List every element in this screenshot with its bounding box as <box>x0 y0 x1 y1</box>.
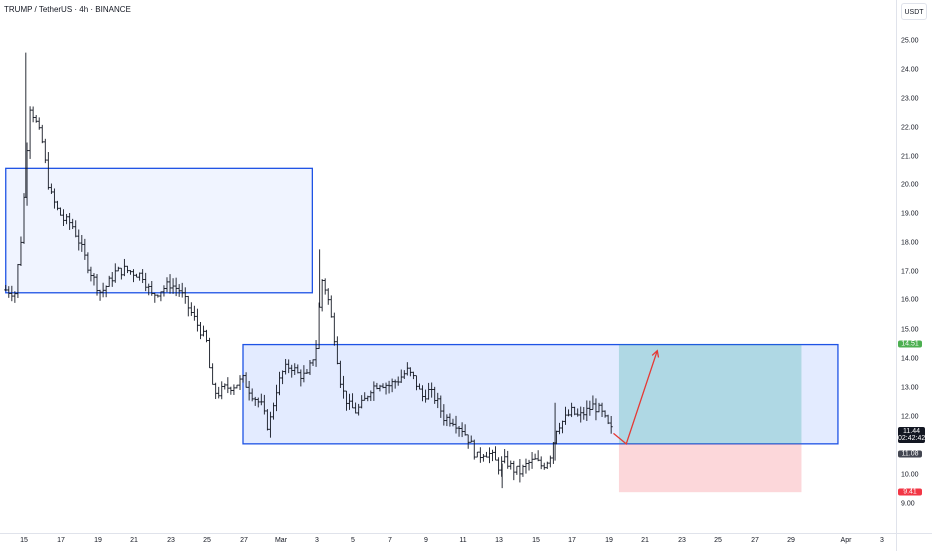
time-tick: 27 <box>751 537 759 544</box>
time-tick: 17 <box>57 537 65 544</box>
price-tick: 18.00 <box>901 239 919 247</box>
time-tick: 23 <box>678 537 686 544</box>
time-tick: 15 <box>532 537 540 544</box>
symbol-title: TRUMP / TetherUS · 4h · BINANCE <box>4 5 131 14</box>
time-tick: 15 <box>20 537 28 544</box>
price-tick: 23.00 <box>901 95 919 103</box>
time-tick: 19 <box>605 537 613 544</box>
time-tick: 19 <box>94 537 102 544</box>
current-price: 11.44 <box>903 428 920 435</box>
price-axis[interactable] <box>896 0 932 533</box>
entry-price-tag: 11.08 <box>898 450 922 458</box>
projection-arrow <box>613 350 658 445</box>
time-tick: 17 <box>568 537 576 544</box>
time-tick: 11 <box>459 537 467 544</box>
time-tick: 7 <box>388 537 392 544</box>
price-tick: 24.00 <box>901 66 919 74</box>
time-axis[interactable] <box>0 533 896 551</box>
supply-zone <box>5 167 314 294</box>
price-tick: 9.00 <box>901 500 915 508</box>
time-tick: 25 <box>714 537 722 544</box>
time-tick: 3 <box>880 537 884 544</box>
price-tick: 25.00 <box>901 37 919 45</box>
time-tick: 21 <box>130 537 138 544</box>
stop-zone <box>618 443 802 493</box>
time-tick: 27 <box>240 537 248 544</box>
chart-area[interactable] <box>0 0 896 533</box>
demand-zone <box>242 343 839 445</box>
time-tick: 23 <box>167 537 175 544</box>
price-tick: 22.00 <box>901 124 919 132</box>
target-price-tag: 14.51 <box>898 340 922 348</box>
time-tick: 5 <box>351 537 355 544</box>
currency-badge[interactable]: USDT <box>901 3 927 20</box>
time-tick: Mar <box>274 537 288 544</box>
price-chart[interactable] <box>0 0 896 533</box>
price-tick: 12.00 <box>901 413 919 421</box>
time-tick: 29 <box>787 537 795 544</box>
bar-countdown: 02:42:42 <box>898 435 926 442</box>
current-price-tag: 11.44 02:42:42 <box>898 427 925 443</box>
time-tick: 21 <box>641 537 649 544</box>
time-tick: 25 <box>203 537 211 544</box>
price-tick: 17.00 <box>901 268 919 276</box>
arrow-head-icon <box>651 349 660 358</box>
time-tick: Apr <box>840 537 852 544</box>
time-tick: 13 <box>495 537 503 544</box>
axis-corner <box>896 533 932 551</box>
price-tick: 19.00 <box>901 210 919 218</box>
price-tick: 21.00 <box>901 153 919 161</box>
target-zone <box>618 344 802 444</box>
time-tick: 3 <box>315 537 319 544</box>
price-tick: 15.00 <box>901 326 919 334</box>
price-tick: 10.00 <box>901 471 919 479</box>
stop-price-tag: 9.41 <box>898 488 922 496</box>
price-tick: 16.00 <box>901 296 919 304</box>
price-tick: 20.00 <box>901 181 919 189</box>
time-tick: 9 <box>424 537 428 544</box>
price-tick: 14.00 <box>901 355 919 363</box>
price-tick: 13.00 <box>901 384 919 392</box>
